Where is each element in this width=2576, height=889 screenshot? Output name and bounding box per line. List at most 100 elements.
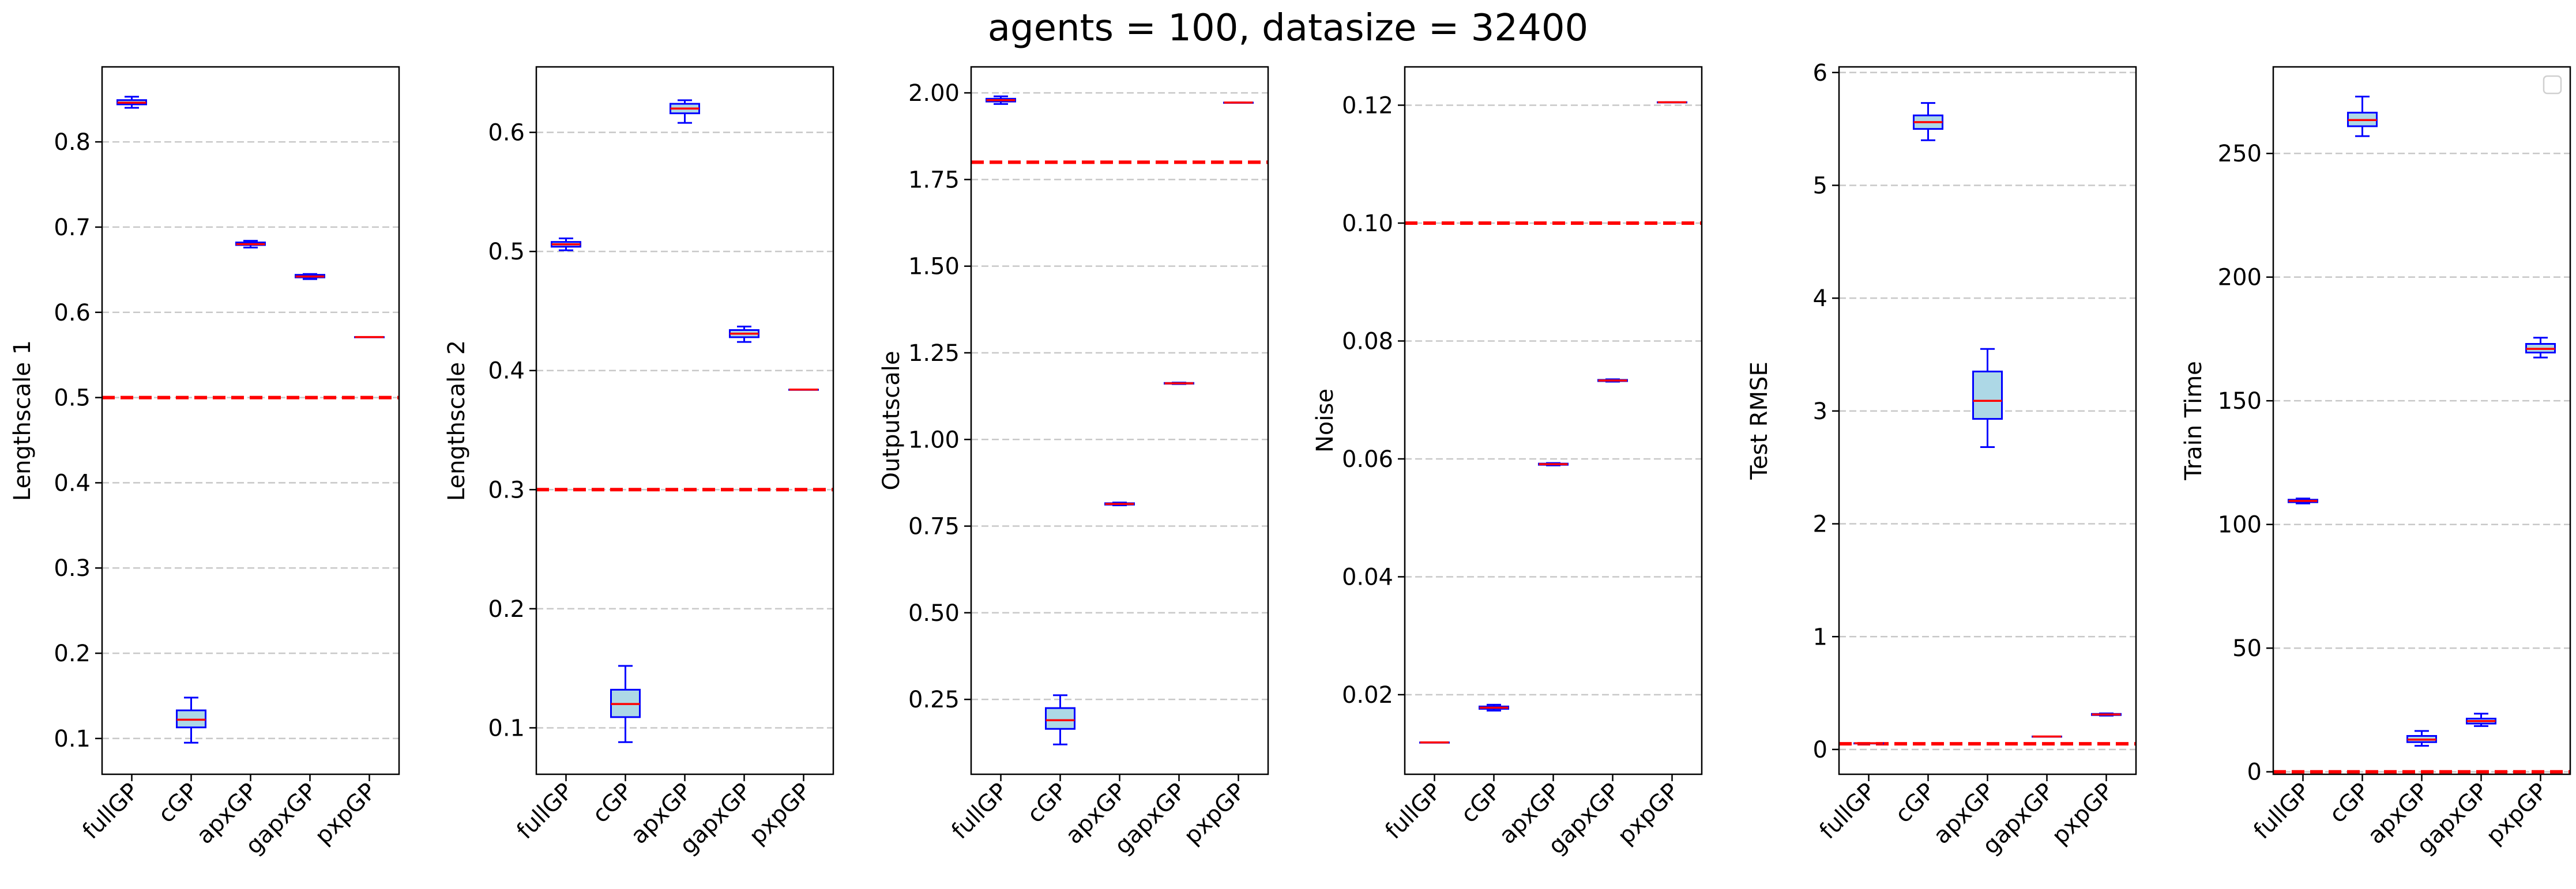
x-tick-label: cGP [153,778,204,828]
y-tick-label: 0.2 [488,596,525,623]
box-fullGP [116,96,147,109]
y-axis-label: Outputscale [878,351,905,490]
y-tick-label: 2.00 [908,80,960,107]
y-tick-label: 250 [2218,141,2262,167]
y-tick-label: 0.12 [1342,92,1393,119]
box-pxpGP [2091,712,2122,717]
box-gapxGP [1597,378,1628,383]
box-iqr [1045,707,1075,730]
box-cGP [1045,694,1075,745]
y-tick-label: 150 [2218,388,2262,415]
axes-frame [1404,66,1703,775]
box-cGP [2347,95,2378,137]
x-tick-label: fullGP [946,778,1013,845]
y-tick-label: 0.3 [488,477,525,503]
x-tick-label: pxpGP [2481,778,2552,850]
x-tick-label: pxpGP [1612,778,1684,850]
y-tick-label: 0.06 [1342,446,1393,473]
box-apxGP [2406,730,2437,747]
box-cGP [610,665,641,743]
y-tick-label: 0 [1813,737,1827,763]
x-tick-label: fullGP [512,778,578,845]
y-tick-label: 0.50 [908,600,960,627]
box-fullGP [551,237,581,251]
y-tick-label: 0.08 [1342,328,1393,355]
legend-box [2543,75,2562,95]
y-tick-label: 1.75 [908,167,960,193]
box-gapxGP [729,325,759,343]
y-tick-label: 1.50 [908,254,960,280]
y-tick-label: 4 [1813,285,1827,312]
y-tick-label: 0.7 [54,214,91,241]
y-tick-label: 3 [1813,398,1827,425]
y-tick-label: 1.00 [908,427,960,453]
y-tick-label: 6 [1813,60,1827,86]
y-tick-label: 1 [1813,624,1827,650]
y-tick-label: 0.3 [54,555,91,582]
axes-frame [970,66,1269,775]
box-pxpGP [354,336,385,338]
y-tick-label: 0.75 [908,514,960,540]
y-tick-label: 0.02 [1342,682,1393,709]
box-pxpGP [1657,101,1687,104]
y-tick-label: 0 [2247,759,2262,786]
box-cGP [1479,703,1509,712]
x-tick-label: cGP [1456,778,1506,828]
y-tick-label: 0.5 [488,239,525,265]
axes-frame [535,66,834,775]
x-tick-label: fullGP [1380,778,1446,845]
box-gapxGP [295,273,325,280]
x-tick-label: pxpGP [744,778,815,850]
box-gapxGP [2466,713,2496,727]
y-tick-label: 5 [1813,172,1827,199]
y-tick-label: 200 [2218,265,2262,291]
box-apxGP [670,99,700,124]
y-axis-label: Train Time [2180,361,2207,481]
y-tick-label: 0.04 [1342,564,1393,590]
y-tick-label: 0.10 [1342,210,1393,237]
y-tick-label: 0.6 [488,120,525,146]
x-tick-label: pxpGP [310,778,381,850]
box-fullGP [2288,498,2318,504]
y-tick-label: 100 [2218,512,2262,538]
box-gapxGP [1164,382,1194,385]
figure-title: agents = 100, datasize = 32400 [987,7,1589,50]
x-tick-label: pxpGP [2047,778,2118,850]
x-tick-label: fullGP [1814,778,1881,845]
y-axis-label: Lengthscale 2 [443,340,470,501]
y-tick-label: 0.4 [488,358,525,385]
y-tick-label: 0.4 [54,470,91,496]
box-cGP [1913,102,1943,141]
box-apxGP [1972,348,2003,448]
y-tick-label: 2 [1813,511,1827,538]
y-axis-label: Test RMSE [1746,361,1773,480]
panel-3: 0.25 0.50 0.75 1.00 1.25 1.50 1.75 2.00 fullGP cG… [878,66,1269,860]
box-iqr [1972,370,2003,420]
axes-frame [101,66,400,775]
x-tick-label: pxpGP [1179,778,1250,850]
y-tick-label: 0.25 [908,687,960,713]
x-tick-label: fullGP [77,778,144,845]
box-apxGP [235,240,266,248]
y-tick-label: 1.25 [908,340,960,367]
y-tick-label: 0.6 [54,300,91,326]
y-tick-label: 0.2 [54,641,91,667]
box-fullGP [986,95,1016,105]
box-fullGP [1853,742,1884,745]
y-tick-label: 0.1 [54,726,91,752]
y-tick-label: 0.1 [488,715,525,741]
box-apxGP [1538,462,1569,466]
x-tick-label: cGP [1890,778,1941,828]
x-tick-label: cGP [2325,778,2375,828]
y-tick-label: 0.8 [54,129,91,156]
x-tick-label: cGP [588,778,638,828]
box-cGP [176,696,206,744]
box-pxpGP [2525,337,2556,359]
y-tick-label: 50 [2232,635,2262,662]
x-tick-label: cGP [1022,778,1073,828]
